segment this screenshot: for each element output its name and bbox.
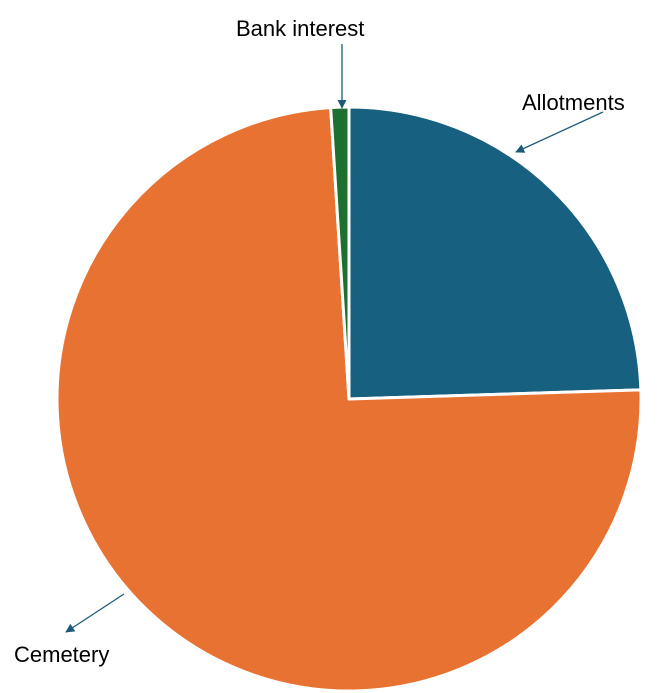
leader-arrow-cemetery <box>65 593 125 633</box>
label-allotments: Allotments <box>522 90 625 115</box>
label-bank-interest: Bank interest <box>236 16 364 41</box>
pie-slices <box>55 105 643 693</box>
leader-arrow-allotments <box>515 111 604 153</box>
label-cemetery: Cemetery <box>14 642 109 667</box>
leader-lines <box>65 44 604 633</box>
pie-slice-allotments <box>347 105 643 401</box>
slice-labels: Allotments Cemetery Bank interest <box>14 16 625 667</box>
